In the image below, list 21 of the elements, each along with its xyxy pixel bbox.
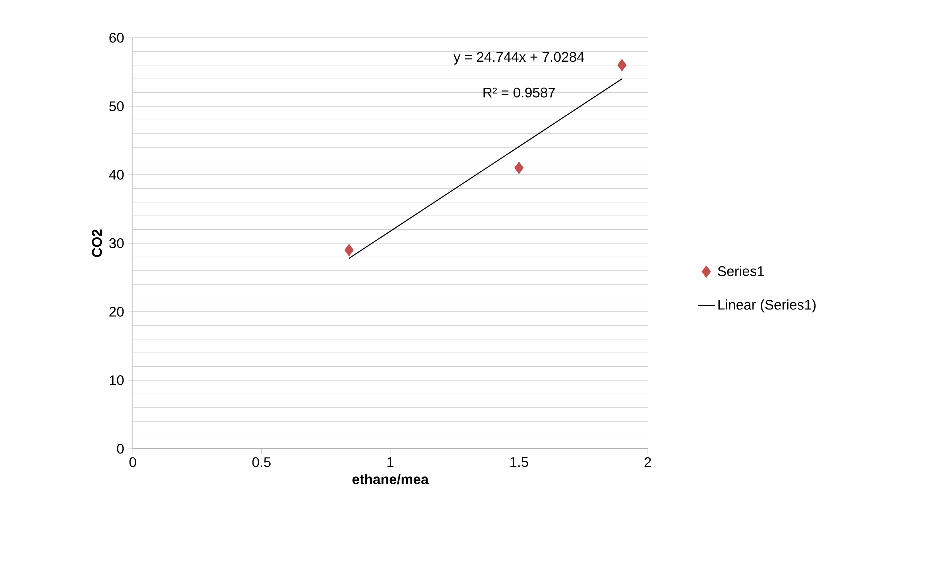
annotation: y = 24.744x + 7.0284 [454, 52, 584, 65]
y-tick-label: 10 [110, 376, 124, 386]
y-tick-label: 50 [110, 102, 124, 112]
x-tick-label: 1.5 [510, 458, 528, 468]
point [514, 162, 524, 174]
legend-label: Series1 [718, 266, 764, 276]
y-tick-label: 40 [109, 170, 124, 180]
legend-label: Linear (Series1) [718, 300, 816, 313]
y-axis-title: CO2 [92, 230, 102, 258]
point [618, 59, 627, 72]
x-tick-label: 2 [644, 457, 652, 468]
x-tick-label: 0.5 [252, 457, 271, 468]
x-tick-label: 1 [388, 458, 394, 468]
point [344, 244, 354, 257]
x-axis-title: ethane/mea [352, 474, 429, 485]
y-tick-label: 0 [117, 444, 124, 454]
y-tick-label: 20 [110, 307, 124, 317]
x-tick-label: 0 [130, 457, 136, 468]
y-tick-label: 30 [110, 238, 124, 248]
y-tick-label: 60 [110, 33, 124, 43]
annotation: R² = 0.9587 [484, 88, 556, 98]
